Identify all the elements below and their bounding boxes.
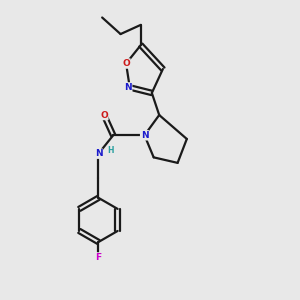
Text: O: O [122,59,130,68]
Text: O: O [100,110,108,119]
Text: N: N [95,149,102,158]
Text: N: N [141,131,148,140]
Text: N: N [124,83,132,92]
Text: H: H [107,146,113,155]
Text: F: F [95,253,101,262]
